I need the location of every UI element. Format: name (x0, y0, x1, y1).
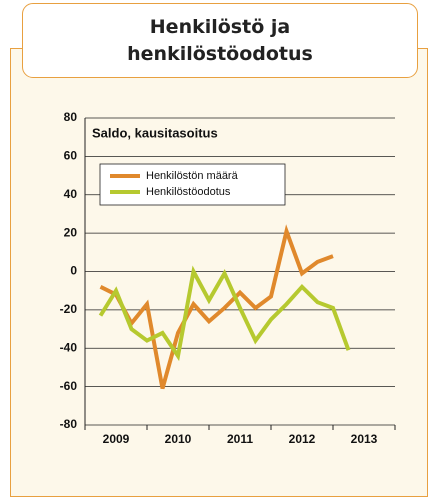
x-tick-label: 2010 (165, 432, 192, 446)
panel (10, 48, 428, 497)
y-tick-label: 80 (64, 110, 78, 124)
y-tick-label: 60 (64, 149, 78, 163)
x-tick-label: 2009 (103, 432, 130, 446)
y-tick-label: -80 (60, 417, 78, 431)
chart-title: Henkilöstö ja henkilöstöodotus (127, 15, 313, 65)
y-tick-label: 40 (64, 187, 78, 201)
chart-subtitle: Saldo, kausitasoitus (92, 125, 218, 140)
x-tick-label: 2013 (351, 432, 378, 446)
x-tick-label: 2012 (289, 432, 316, 446)
legend-label: Henkilöstön määrä (146, 170, 239, 182)
y-tick-label: -20 (60, 302, 78, 316)
y-tick-label: 0 (70, 264, 77, 278)
legend-label: Henkilöstöodotus (146, 186, 231, 198)
y-tick-label: -60 (60, 379, 78, 393)
y-tick-label: -40 (60, 340, 78, 354)
legend-box (99, 163, 286, 206)
series-line (99, 224, 334, 390)
x-tick-label: 2011 (227, 432, 253, 446)
header: Henkilöstö ja henkilöstöodotus (22, 3, 418, 78)
y-tick-label: 20 (64, 225, 78, 239)
series-line (98, 265, 351, 362)
